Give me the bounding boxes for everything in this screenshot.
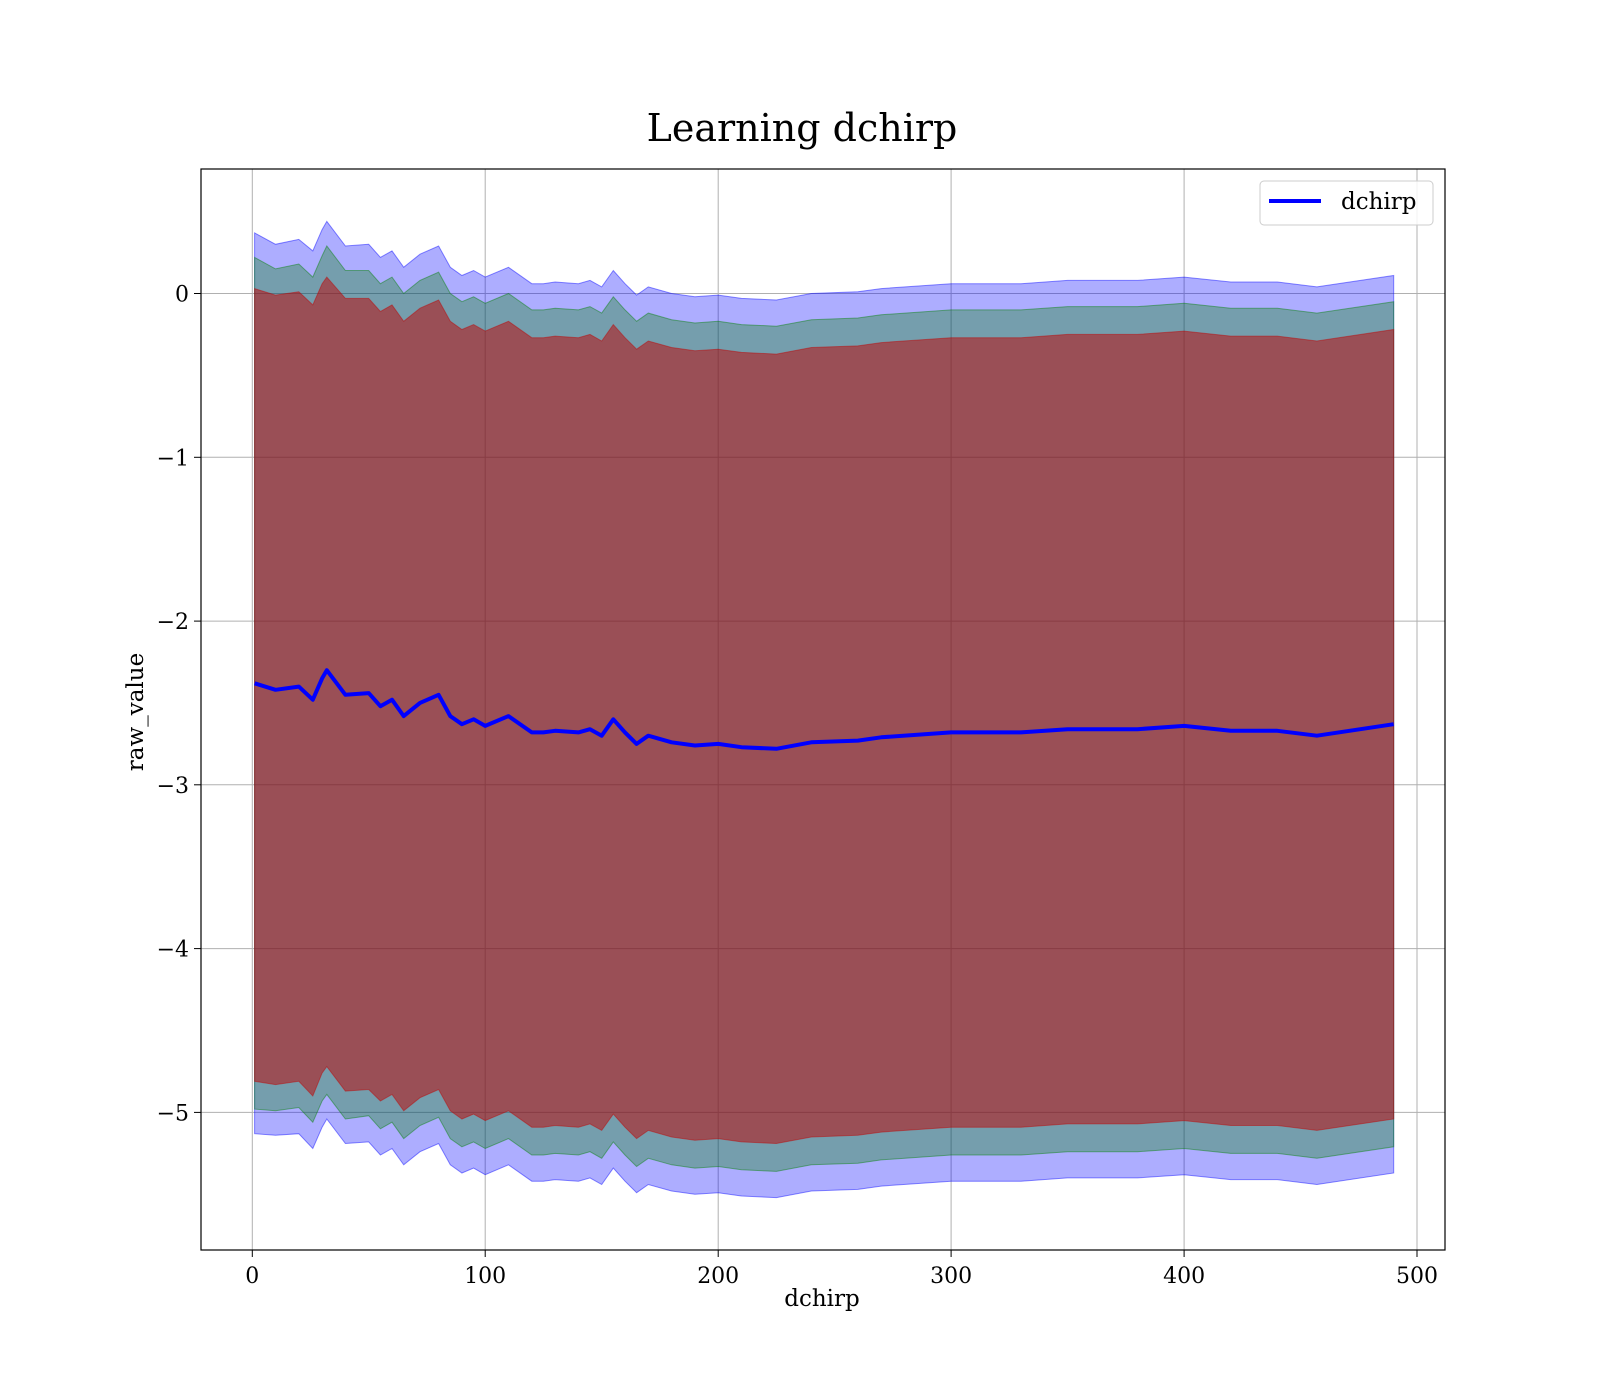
y-tick-label: −3 bbox=[157, 774, 189, 799]
y-tick-label: −4 bbox=[157, 938, 189, 963]
x-tick-label: 200 bbox=[697, 1264, 739, 1289]
series-lines bbox=[254, 668, 1394, 751]
y-tick-label: 0 bbox=[175, 283, 189, 308]
legend: dchirp bbox=[1259, 180, 1434, 226]
chart-title: Learning dchirp bbox=[647, 106, 958, 150]
legend-box bbox=[1259, 180, 1434, 226]
bands bbox=[254, 220, 1395, 1199]
y-tick-label: −5 bbox=[157, 1101, 189, 1126]
x-tick-label: 0 bbox=[245, 1264, 259, 1289]
x-axis-label: dchirp bbox=[784, 1286, 860, 1312]
plot-frame bbox=[200, 168, 1446, 1251]
y-tick-label: −1 bbox=[157, 446, 189, 471]
band-1-sigma bbox=[254, 276, 1395, 1145]
x-tick-label: 400 bbox=[1163, 1264, 1205, 1289]
y-tick-label: −2 bbox=[157, 610, 189, 635]
x-tick-label: 500 bbox=[1396, 1264, 1438, 1289]
y-axis: 0 −1 −2 −3 −4 −5 bbox=[157, 283, 201, 1126]
x-tick-label: 100 bbox=[464, 1264, 506, 1289]
legend-label-dchirp: dchirp bbox=[1341, 189, 1417, 215]
series-line-dchirp bbox=[254, 668, 1394, 751]
x-tick-label: 300 bbox=[930, 1264, 972, 1289]
x-axis: 0 100 200 300 400 500 bbox=[245, 1250, 1438, 1289]
y-axis-label: raw_value bbox=[123, 653, 149, 771]
